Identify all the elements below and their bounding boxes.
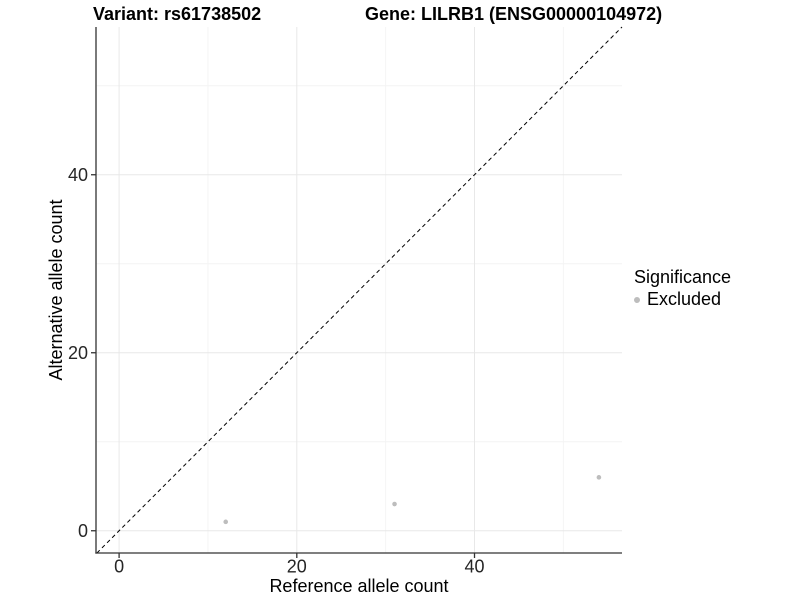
data-point xyxy=(596,475,602,480)
x-tick-label: 40 xyxy=(464,557,484,577)
x-tick-label: 0 xyxy=(114,557,124,577)
legend-point-icon xyxy=(634,296,640,303)
legend-item-excluded: Excluded xyxy=(634,289,731,310)
y-tick-label: 0 xyxy=(78,521,88,541)
gene-title: Gene: LILRB1 (ENSG00000104972) xyxy=(365,4,663,24)
legend: Significance Excluded xyxy=(634,267,731,310)
data-point xyxy=(223,519,229,525)
y-axis-title: Alternative allele count xyxy=(46,199,66,381)
x-tick-label: 20 xyxy=(287,557,307,577)
data-point xyxy=(392,501,397,507)
y-tick-label: 40 xyxy=(68,165,88,185)
legend-title: Significance xyxy=(634,267,732,287)
y-tick-label: 20 xyxy=(68,343,88,363)
identity-reference-line xyxy=(96,26,623,554)
variant-title: Variant: rs61738502 xyxy=(93,4,262,24)
x-axis-title: Reference allele count xyxy=(269,576,449,596)
legend-item-label: Excluded xyxy=(647,289,722,309)
